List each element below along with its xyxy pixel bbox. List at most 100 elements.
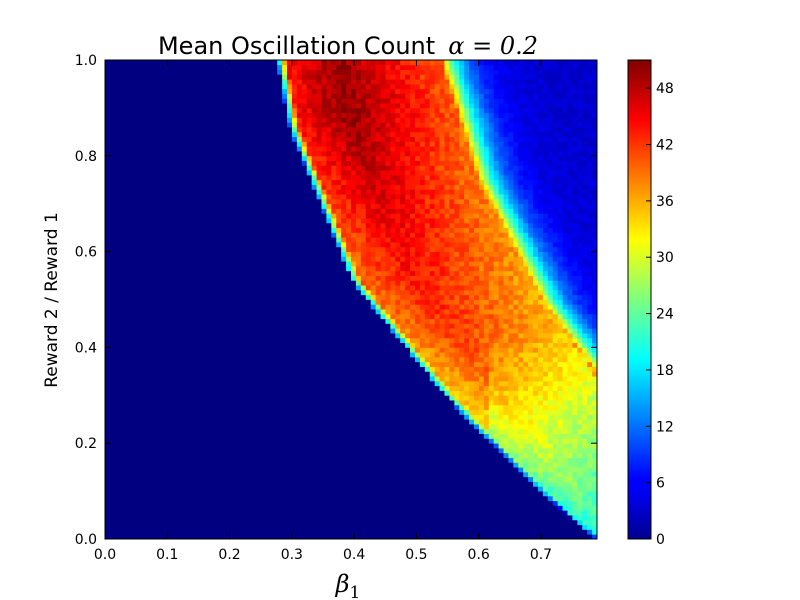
- heatmap-cell: [513, 395, 519, 401]
- heatmap-cell: [321, 452, 327, 458]
- heatmap-cell: [360, 380, 367, 387]
- heatmap-cell: [223, 424, 229, 430]
- heatmap-cell: [523, 333, 529, 339]
- heatmap-cell: [400, 467, 406, 473]
- heatmap-cell: [252, 505, 258, 511]
- heatmap-cell: [331, 424, 337, 430]
- heatmap-cell: [464, 457, 470, 463]
- heatmap-cell: [400, 313, 406, 320]
- heatmap-cell: [144, 424, 150, 430]
- heatmap-cell: [424, 352, 431, 358]
- heatmap-cell: [218, 467, 224, 473]
- heatmap-cell: [469, 366, 475, 372]
- heatmap-cell: [483, 428, 490, 435]
- heatmap-cell: [198, 443, 204, 449]
- heatmap-cell: [296, 524, 303, 530]
- heatmap-cell: [301, 515, 308, 521]
- heatmap-cell: [572, 447, 578, 454]
- heatmap-cell: [434, 318, 440, 324]
- heatmap-cell: [478, 438, 485, 444]
- heatmap-cell: [105, 529, 111, 535]
- heatmap-cell: [336, 534, 342, 540]
- heatmap-cell: [410, 323, 416, 329]
- heatmap-cell: [429, 491, 436, 497]
- heatmap-cell: [370, 457, 376, 463]
- heatmap-cell: [577, 433, 583, 439]
- heatmap-cell: [178, 352, 185, 358]
- heatmap-cell: [552, 476, 559, 482]
- heatmap-cell: [385, 419, 391, 425]
- heatmap-cell: [405, 361, 411, 367]
- heatmap-cell: [316, 395, 322, 401]
- heatmap-cell: [321, 524, 327, 530]
- heatmap-cell: [331, 438, 337, 444]
- heatmap-cell: [498, 318, 504, 324]
- heatmap-cell: [144, 323, 150, 329]
- heatmap-cell: [547, 404, 554, 411]
- heatmap-cell: [483, 529, 490, 535]
- heatmap-cell: [533, 447, 539, 454]
- heatmap-cell: [168, 299, 175, 305]
- heatmap-cell: [498, 400, 504, 406]
- heatmap-cell: [346, 467, 352, 473]
- heatmap-cell: [247, 534, 253, 540]
- heatmap-cell: [351, 443, 357, 449]
- heatmap-cell: [139, 318, 145, 324]
- heatmap-cell: [237, 347, 244, 353]
- heatmap-cell: [552, 500, 559, 506]
- heatmap-cell: [454, 356, 460, 363]
- heatmap-cell: [365, 299, 372, 305]
- heatmap-cell: [444, 385, 450, 391]
- heatmap-cell: [178, 462, 185, 468]
- heatmap-cell: [173, 529, 180, 535]
- heatmap-cell: [508, 500, 514, 506]
- heatmap-cell: [282, 299, 288, 305]
- heatmap-cell: [488, 299, 495, 305]
- heatmap-cell: [400, 323, 406, 329]
- heatmap-cell: [429, 380, 436, 387]
- heatmap-cell: [257, 328, 263, 334]
- heatmap-cell: [464, 404, 470, 411]
- heatmap-cell: [528, 481, 534, 487]
- heatmap-cell: [168, 443, 175, 449]
- heatmap-cell: [572, 371, 578, 377]
- heatmap-cell: [395, 371, 401, 377]
- heatmap-cell: [154, 380, 160, 387]
- heatmap-cell: [459, 510, 465, 516]
- heatmap-cell: [159, 337, 165, 344]
- heatmap-cell: [478, 500, 485, 506]
- heatmap-cell: [488, 452, 495, 458]
- heatmap-cell: [547, 419, 554, 425]
- heatmap-cell: [370, 500, 376, 506]
- heatmap-cell: [109, 371, 116, 377]
- heatmap-cell: [405, 447, 411, 454]
- heatmap-cell: [291, 371, 298, 377]
- heatmap-cell: [203, 376, 209, 382]
- heatmap-cell: [247, 529, 253, 535]
- heatmap-cell: [454, 424, 460, 430]
- heatmap-cell: [154, 318, 160, 324]
- heatmap-cell: [582, 318, 588, 324]
- heatmap-cell: [483, 414, 490, 420]
- heatmap-cell: [198, 347, 204, 353]
- heatmap-cell: [533, 500, 539, 506]
- heatmap-cell: [296, 433, 303, 439]
- heatmap-cell: [331, 371, 337, 377]
- heatmap-cell: [474, 529, 480, 535]
- heatmap-cell: [419, 443, 426, 449]
- heatmap-cell: [173, 337, 180, 344]
- heatmap-cell: [351, 495, 357, 502]
- heatmap-cell: [331, 366, 337, 372]
- heatmap-cell: [474, 510, 480, 516]
- heatmap-cell: [454, 409, 460, 415]
- heatmap-cell: [557, 414, 563, 420]
- heatmap-cell: [213, 342, 219, 348]
- heatmap-cell: [267, 515, 273, 521]
- heatmap-cell: [419, 529, 426, 535]
- heatmap-cell: [198, 424, 204, 430]
- heatmap-cell: [547, 371, 554, 377]
- heatmap-cell: [272, 400, 278, 406]
- heatmap-cell: [385, 323, 391, 329]
- heatmap-cell: [272, 414, 278, 420]
- heatmap-cell: [252, 510, 258, 516]
